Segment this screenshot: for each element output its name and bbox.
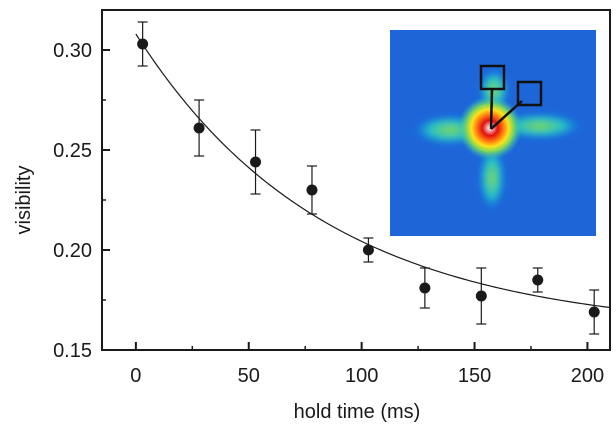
data-point-marker [588,306,600,318]
fit-curve [135,33,610,309]
inset-arm-down [478,144,506,212]
data-point-1 [137,21,149,67]
axes-frame [101,9,611,351]
inset-marker-square-upper [479,64,506,91]
data-points [137,21,600,335]
data-point-9 [588,289,600,335]
data-point-marker [306,184,318,196]
data-point-marker [475,290,487,302]
x-tick-label: 0 [130,365,141,387]
x-tick-label: 50 [238,365,260,387]
data-point-marker [137,38,149,50]
data-point-7 [475,267,487,325]
data-point-marker [250,156,262,168]
inset-marker-line-vertical [489,88,494,130]
x-axis-title: hold time (ms) [294,401,421,423]
y-tick-label: 0.30 [53,40,92,62]
data-point-marker [419,282,431,294]
data-point-8 [532,267,544,293]
x-tick-label: 150 [458,365,491,387]
x-tick-label: 200 [571,365,604,387]
data-point-4 [306,165,318,215]
inset-marker-line-diagonal [490,100,523,130]
data-point-2 [193,99,205,157]
y-axis-ticks: 0.15 0.20 0.25 0.30 [53,40,110,362]
data-point-marker [362,244,374,256]
x-tick-label: 100 [345,365,378,387]
data-point-3 [250,129,262,195]
inset-marker-square-right [516,80,543,107]
x-axis-ticks: 0 50 100 150 200 [130,342,604,387]
data-point-marker [193,122,205,134]
y-tick-label: 0.25 [53,140,92,162]
y-axis-title: visibility [13,166,35,235]
y-tick-label: 0.20 [53,240,92,262]
data-point-6 [419,267,431,309]
y-tick-label: 0.15 [53,340,92,362]
data-point-marker [532,274,544,286]
inset-absorption-image [390,30,596,236]
data-point-5 [362,237,374,263]
